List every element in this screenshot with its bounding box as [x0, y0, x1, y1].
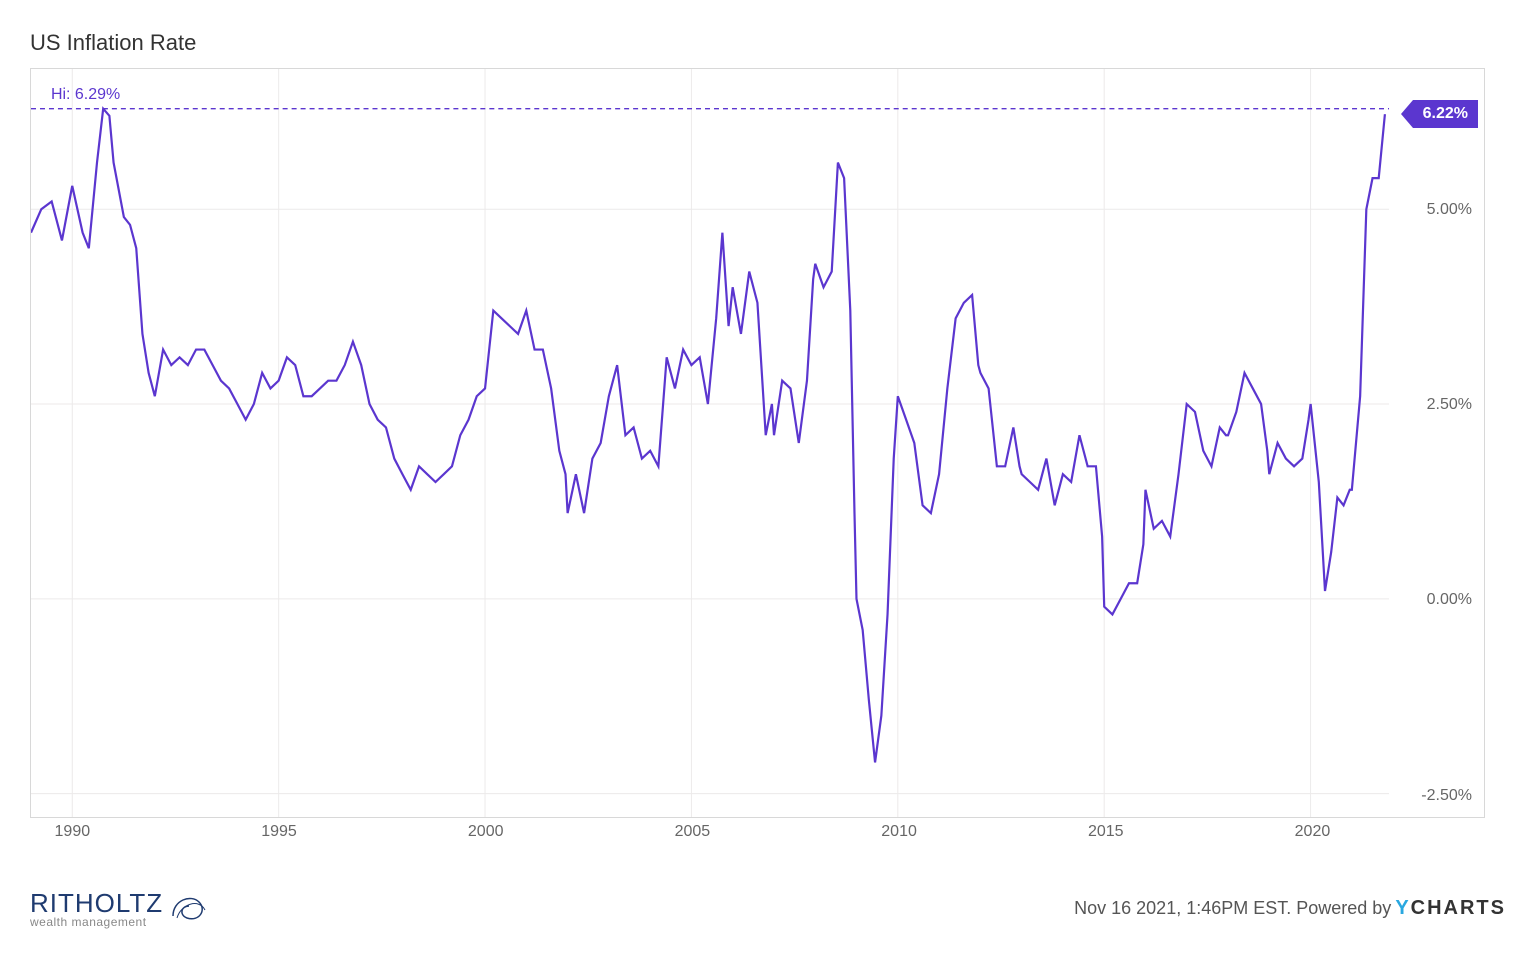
ycharts-logo: YCHARTS [1395, 897, 1506, 920]
x-tick-label: 1990 [55, 823, 91, 841]
y-tick-label: -2.50% [1421, 787, 1472, 805]
plot-area: Hi: 6.29% [31, 69, 1389, 817]
chart-container: { "chart": { "type": "line", "title": "U… [0, 0, 1536, 962]
timestamp-text: Nov 16 2021, 1:46PM EST. Powered by [1074, 898, 1391, 919]
chart-box: Hi: 6.29% 6.22% -2.50%0.00%2.50%5.00% 19… [30, 68, 1485, 818]
x-tick-label: 2000 [468, 823, 504, 841]
grid-lines [31, 69, 1389, 817]
y-tick-label: 2.50% [1427, 396, 1472, 414]
inflation-series [31, 109, 1385, 763]
logo-swirl-icon [169, 890, 211, 926]
x-tick-label: 2010 [881, 823, 917, 841]
y-tick-label: 0.00% [1427, 591, 1472, 609]
y-tick-label: 5.00% [1427, 201, 1472, 219]
line-chart-svg: Hi: 6.29% [31, 69, 1389, 817]
x-tick-label: 2015 [1088, 823, 1124, 841]
ritholtz-logo: RITHOLTZ wealth management [30, 888, 211, 929]
hi-label: Hi: 6.29% [51, 86, 120, 103]
x-axis-ticks: 1990 1995 2000 2005 2010 2015 2020 [31, 817, 1484, 847]
last-value-flag: 6.22% [1413, 100, 1478, 128]
x-tick-label: 1995 [261, 823, 297, 841]
chart-footer: RITHOLTZ wealth management Nov 16 2021, … [30, 878, 1506, 938]
logo-sub-text: wealth management [30, 915, 163, 929]
x-tick-label: 2020 [1295, 823, 1331, 841]
last-value-label: 6.22% [1423, 105, 1468, 122]
powered-by: Nov 16 2021, 1:46PM EST. Powered by YCHA… [1074, 897, 1506, 920]
logo-main-text: RITHOLTZ [30, 888, 163, 919]
chart-title: US Inflation Rate [30, 30, 1506, 56]
x-tick-label: 2005 [675, 823, 711, 841]
